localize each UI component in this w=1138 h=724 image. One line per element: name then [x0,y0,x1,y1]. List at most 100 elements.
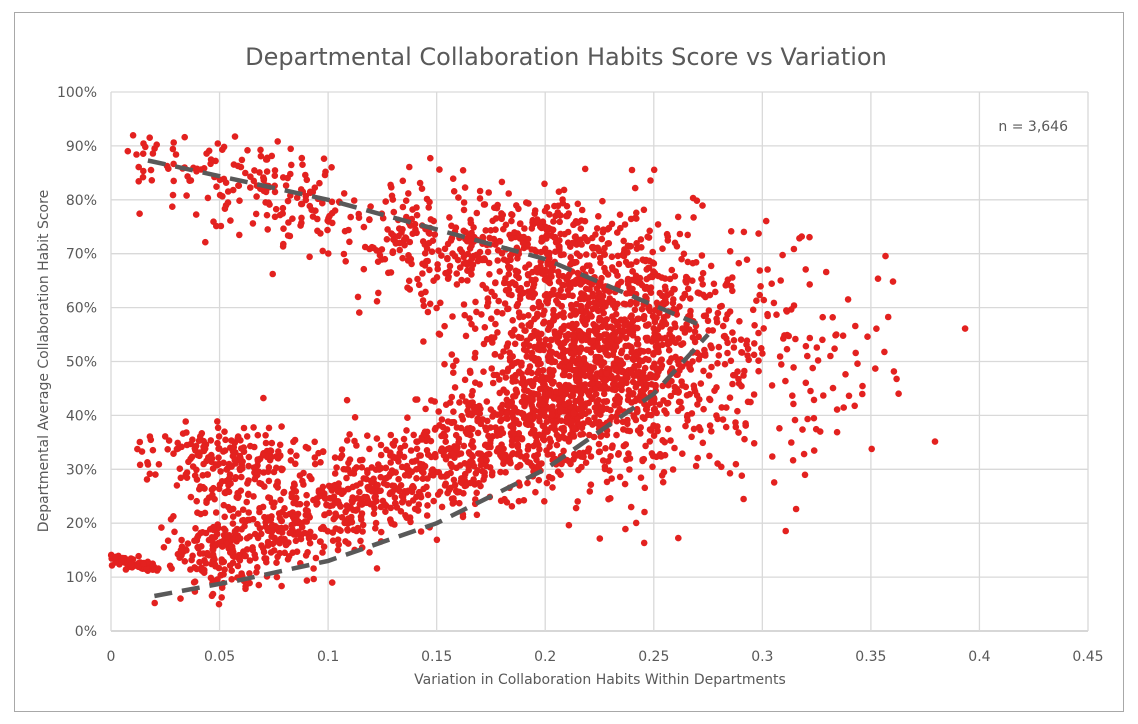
data-point [556,218,563,226]
data-point [664,425,672,433]
data-point [566,372,573,380]
data-point [514,408,521,416]
data-point [184,173,191,180]
data-point [213,530,221,538]
data-point [325,509,333,517]
data-point [219,543,226,550]
data-point [413,445,421,453]
data-point [319,247,327,255]
data-point [389,196,397,203]
data-point [481,324,489,331]
data-point [424,308,432,316]
data-point [688,433,695,441]
data-point [624,249,631,256]
data-point [373,298,381,305]
data-point [451,481,459,489]
data-point [603,316,611,323]
data-point [136,210,143,217]
data-point [616,211,624,218]
data-point [654,427,661,435]
data-point [669,466,677,473]
data-point [526,459,534,467]
data-point [419,475,427,483]
data-point [372,525,379,532]
data-point [632,519,640,527]
data-point [253,564,261,571]
data-point [217,222,225,230]
data-point [684,285,692,293]
data-point [563,202,571,210]
data-point [758,345,765,352]
data-point [499,401,506,409]
data-point [372,519,380,527]
data-point [441,322,448,330]
data-point [458,475,465,482]
data-point [532,375,540,383]
data-point [214,424,222,432]
data-point [204,194,212,202]
data-point [570,409,578,417]
data-point [503,343,511,350]
data-point [533,329,541,336]
data-point [561,401,568,408]
data-point [442,438,450,446]
data-point [397,482,405,489]
data-point [777,277,784,284]
data-point [192,442,200,450]
data-point [373,247,380,254]
data-point [634,407,641,415]
data-point [284,174,291,182]
data-point [730,344,738,351]
data-point [719,416,727,423]
data-point [347,469,354,477]
data-point [689,334,697,341]
data-point [635,279,642,286]
data-point [185,458,192,466]
data-point [768,280,775,288]
data-point [770,479,778,486]
data-point [196,452,203,460]
data-point [174,439,181,447]
data-point [518,370,525,378]
data-point [360,223,368,231]
data-point [211,495,218,503]
data-point [338,452,346,459]
data-point [643,283,650,291]
data-point [599,457,607,464]
data-point [804,352,811,360]
data-point [628,276,636,284]
data-point [170,513,177,520]
data-point [458,276,465,284]
data-point [531,343,538,351]
data-point [333,464,340,471]
data-point [321,525,328,533]
data-point [884,313,892,321]
data-point [839,332,847,340]
data-point [472,408,479,416]
data-point [182,471,190,478]
data-point [410,431,418,439]
data-point [582,400,590,407]
data-point [392,240,400,247]
data-point [544,428,551,436]
y-tick-label: 50% [66,355,97,371]
data-point [139,150,147,157]
data-point [533,218,541,225]
data-point [251,469,258,476]
data-point [277,465,285,473]
data-point [221,428,228,436]
data-point [669,299,677,307]
data-point [469,453,476,461]
data-point [561,339,568,347]
data-point [219,146,226,153]
data-point [230,449,237,457]
data-point [613,412,620,420]
data-point [227,217,234,224]
data-point [699,269,707,277]
data-point [473,489,481,497]
data-point [271,167,279,174]
data-point [719,322,727,330]
data-point [695,333,702,341]
data-point [588,395,595,403]
